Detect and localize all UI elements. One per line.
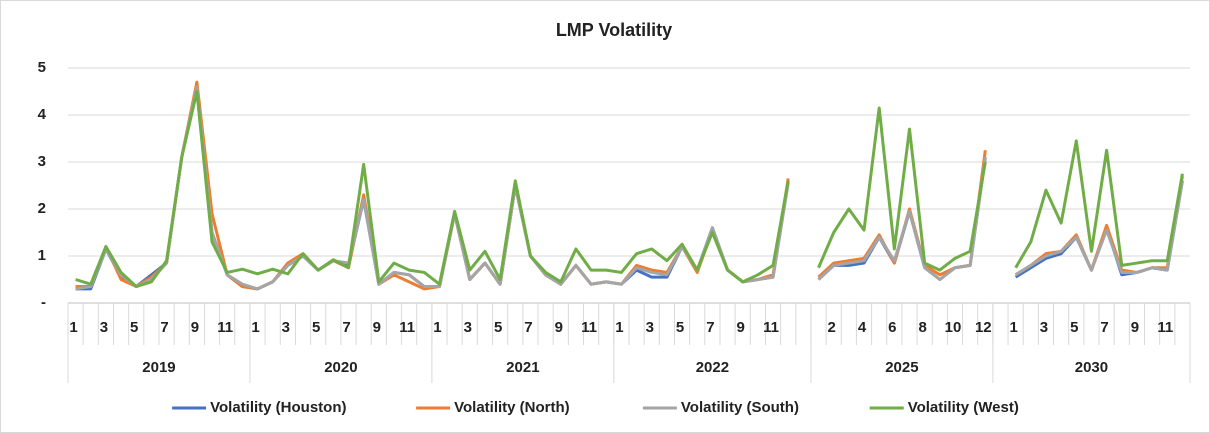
x-tick-label: 9: [1131, 319, 1139, 336]
y-tick-label: 1: [38, 247, 46, 264]
x-tick-label: 11: [763, 319, 779, 336]
x-tick-label: 7: [524, 319, 532, 336]
x-tick-label: 1: [615, 319, 623, 336]
x-tick-label: 5: [312, 319, 320, 336]
x-tick-label: 7: [160, 319, 168, 336]
x-tick-label: 2: [828, 319, 836, 336]
group-label: 2021: [506, 359, 539, 376]
x-tick-label: 6: [888, 319, 896, 336]
x-tick-label: 9: [373, 319, 381, 336]
x-tick-label: 1: [69, 319, 77, 336]
x-tick-label: 5: [130, 319, 138, 336]
x-tick-label: 7: [342, 319, 350, 336]
x-tick-label: 12: [975, 319, 992, 336]
chart-title: LMP Volatility: [556, 20, 672, 40]
group-label: 2022: [696, 359, 729, 376]
x-tick-label: 3: [646, 319, 654, 336]
group-label: 2025: [885, 359, 918, 376]
y-tick-label: 4: [38, 106, 47, 123]
x-tick-label: 5: [1070, 319, 1078, 336]
group-label: 2019: [142, 359, 175, 376]
x-tick-label: 11: [217, 319, 233, 336]
x-tick-label: 7: [1100, 319, 1108, 336]
x-tick-label: 9: [555, 319, 563, 336]
x-tick-label: 4: [858, 319, 867, 336]
x-tick-label: 9: [191, 319, 199, 336]
x-tick-label: 7: [706, 319, 714, 336]
legend-label: Volatility (West): [908, 399, 1019, 416]
group-label: 2020: [324, 359, 357, 376]
x-tick-label: 11: [399, 319, 415, 336]
x-tick-label: 1: [251, 319, 259, 336]
x-tick-label: 8: [918, 319, 926, 336]
x-tick-label: 3: [100, 319, 108, 336]
y-tick-label: 5: [38, 59, 46, 76]
x-tick-label: 1: [1009, 319, 1017, 336]
x-tick-label: 11: [1157, 319, 1173, 336]
series-line: [75, 90, 1184, 289]
legend-label: Volatility (Houston): [210, 399, 346, 416]
y-tick-label: -: [41, 294, 46, 311]
x-tick-label: 3: [282, 319, 290, 336]
legend-label: Volatility (South): [681, 399, 799, 416]
x-tick-label: 9: [737, 319, 745, 336]
x-tick-label: 5: [494, 319, 502, 336]
group-label: 2030: [1075, 359, 1108, 376]
x-tick-label: 11: [581, 319, 597, 336]
x-tick-label: 5: [676, 319, 684, 336]
y-tick-label: 3: [38, 153, 46, 170]
y-tick-label: 2: [38, 200, 46, 217]
x-tick-label: 3: [464, 319, 472, 336]
x-tick-label: 10: [945, 319, 962, 336]
x-tick-label: 3: [1040, 319, 1048, 336]
legend-label: Volatility (North): [454, 399, 570, 416]
x-tick-label: 1: [433, 319, 441, 336]
